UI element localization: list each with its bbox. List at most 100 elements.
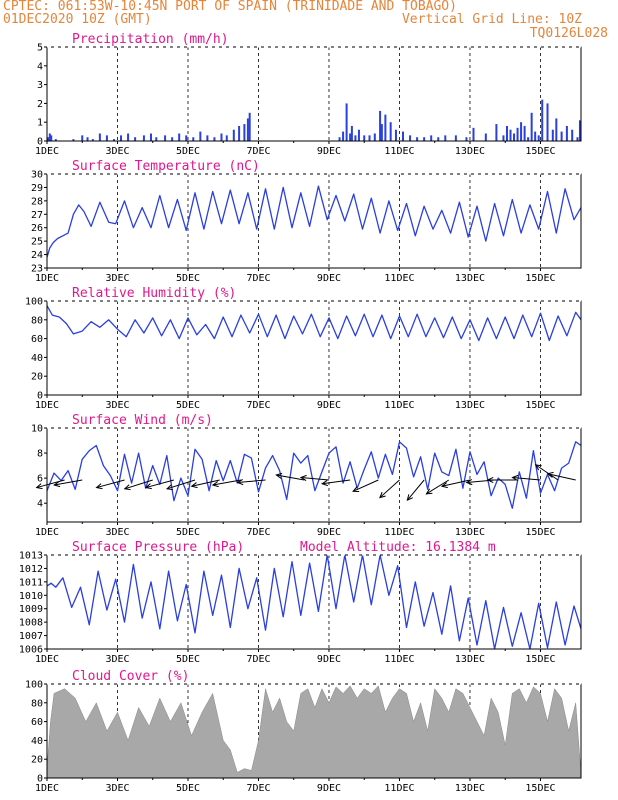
precip-bar [502,135,505,141]
wind-arrow [124,479,153,490]
x-tick-label: 7DEC [246,273,270,284]
precip-bar [409,135,412,141]
precip-bar [206,135,209,141]
wind-arrow [300,476,330,481]
wind-arrow-head [440,482,448,489]
x-tick-label: 15DEC [525,400,555,411]
x-tick-label: 15DEC [525,527,555,538]
precip-bar [527,137,530,141]
wind-arrow-head [299,474,307,481]
y-tick-label: 20 [31,372,43,383]
precip-bar [380,124,383,141]
wind-arrow-head [486,476,494,484]
y-tick-label: 1011 [19,577,43,588]
precip-bar [232,129,235,141]
x-tick-label: 15DEC [525,146,555,157]
x-tick-label: 13DEC [455,400,485,411]
precip-bar [54,139,57,141]
precip-bar [149,133,152,141]
wind-arrow [276,474,305,481]
precip-bar [142,135,145,141]
precip-bar [199,131,202,141]
wind-arrow-head [35,483,43,490]
precip-bar [509,129,512,141]
wind-arrow [547,473,576,481]
x-tick-label: 11DEC [384,146,414,157]
panel-title: Precipitation (mm/h) [72,32,229,47]
header-location: CPTEC: 061:53W-10:45N PORT OF SPAIN (TRI… [3,0,457,14]
panel-3: 4 6 8 10 1DEC 3DEC 5DEC 7DEC 9DEC 11DEC 13DEC 15DEC… [31,413,582,538]
y-tick-label: 80 [31,315,43,326]
panel-5: 0 20 40 60 80 100 1DEC 3DEC 5DEC 7DEC 9DEC 11DEC 13D… [25,669,582,794]
x-tick-label: 9DEC [317,273,341,284]
y-tick-label: 100 [25,297,43,308]
panel-title: Cloud Cover (%) [72,669,189,684]
precip-bar [402,131,404,141]
precip-bar [248,112,251,141]
y-tick-label: 10 [31,424,43,435]
precip-bar [155,137,158,141]
x-tick-label: 5DEC [176,400,200,411]
x-tick-label: 3DEC [105,783,129,794]
x-tick-label: 7DEC [246,783,270,794]
panel-2: 0 20 40 60 80 100 1DEC 3DEC 5DEC 7DEC 9DEC 11DEC 13D… [25,286,582,411]
precip-bar [357,129,360,141]
wind-arrow-head [320,480,328,487]
precip-bar [98,133,101,141]
precip-bar [243,124,246,141]
y-tick-label: 6 [37,474,43,485]
x-tick-label: 3DEC [105,400,129,411]
precip-bar [213,137,216,141]
precip-bar [72,139,75,141]
x-tick-label: 7DEC [246,527,270,538]
precip-bar [520,122,523,141]
precip-bar [495,124,498,141]
wind-arrow [322,479,351,485]
precip-bar [47,137,50,141]
y-tick-label: 1010 [19,591,43,602]
x-tick-label: 7DEC [246,146,270,157]
precip-bar [513,133,516,141]
y-tick-label: 23 [31,264,43,275]
precip-bar [345,103,348,141]
plot-frame [46,46,582,142]
x-tick-label: 7DEC [246,654,270,665]
y-tick-label: 4 [37,61,43,72]
chart-header: CPTEC: 061:53W-10:45N PORT OF SPAIN (TRI… [0,0,618,44]
y-tick-label: 24 [31,250,43,261]
y-tick-label: 60 [31,334,43,345]
precip-bar [537,135,540,141]
wind-arrow [379,479,400,499]
precip-bar [384,114,387,141]
y-tick-label: 2 [37,99,43,110]
x-tick-label: 1DEC [35,400,59,411]
wind-arrow [352,479,379,492]
wind-arrow-head [123,484,131,491]
wind-arrow [426,479,450,495]
wind-arrow-head [95,483,103,490]
precip-bar [465,137,468,141]
precip-bar [555,118,558,141]
precip-bar [437,137,440,141]
wind-arrow [237,479,266,484]
x-tick-label: 3DEC [105,527,129,538]
wind-arrow-head [275,472,283,479]
precip-bar [171,137,174,141]
precip-bar [530,112,533,141]
x-tick-label: 11DEC [384,654,414,665]
y-tick-label: 27 [31,210,43,221]
y-tick-label: 1006 [19,645,43,656]
x-tick-label: 15DEC [525,273,555,284]
wind-arrow [441,479,471,487]
precip-bar [546,103,549,141]
y-tick-label: 26 [31,223,43,234]
x-tick-label: 11DEC [384,400,414,411]
x-tick-label: 11DEC [384,783,414,794]
precip-bar [81,135,84,141]
series-line [46,554,582,650]
precip-bar [541,99,544,141]
y-tick-label: 80 [31,698,43,709]
y-tick-label: 30 [31,170,43,181]
y-tick-label: 0 [37,774,43,785]
precip-bar [560,131,563,141]
